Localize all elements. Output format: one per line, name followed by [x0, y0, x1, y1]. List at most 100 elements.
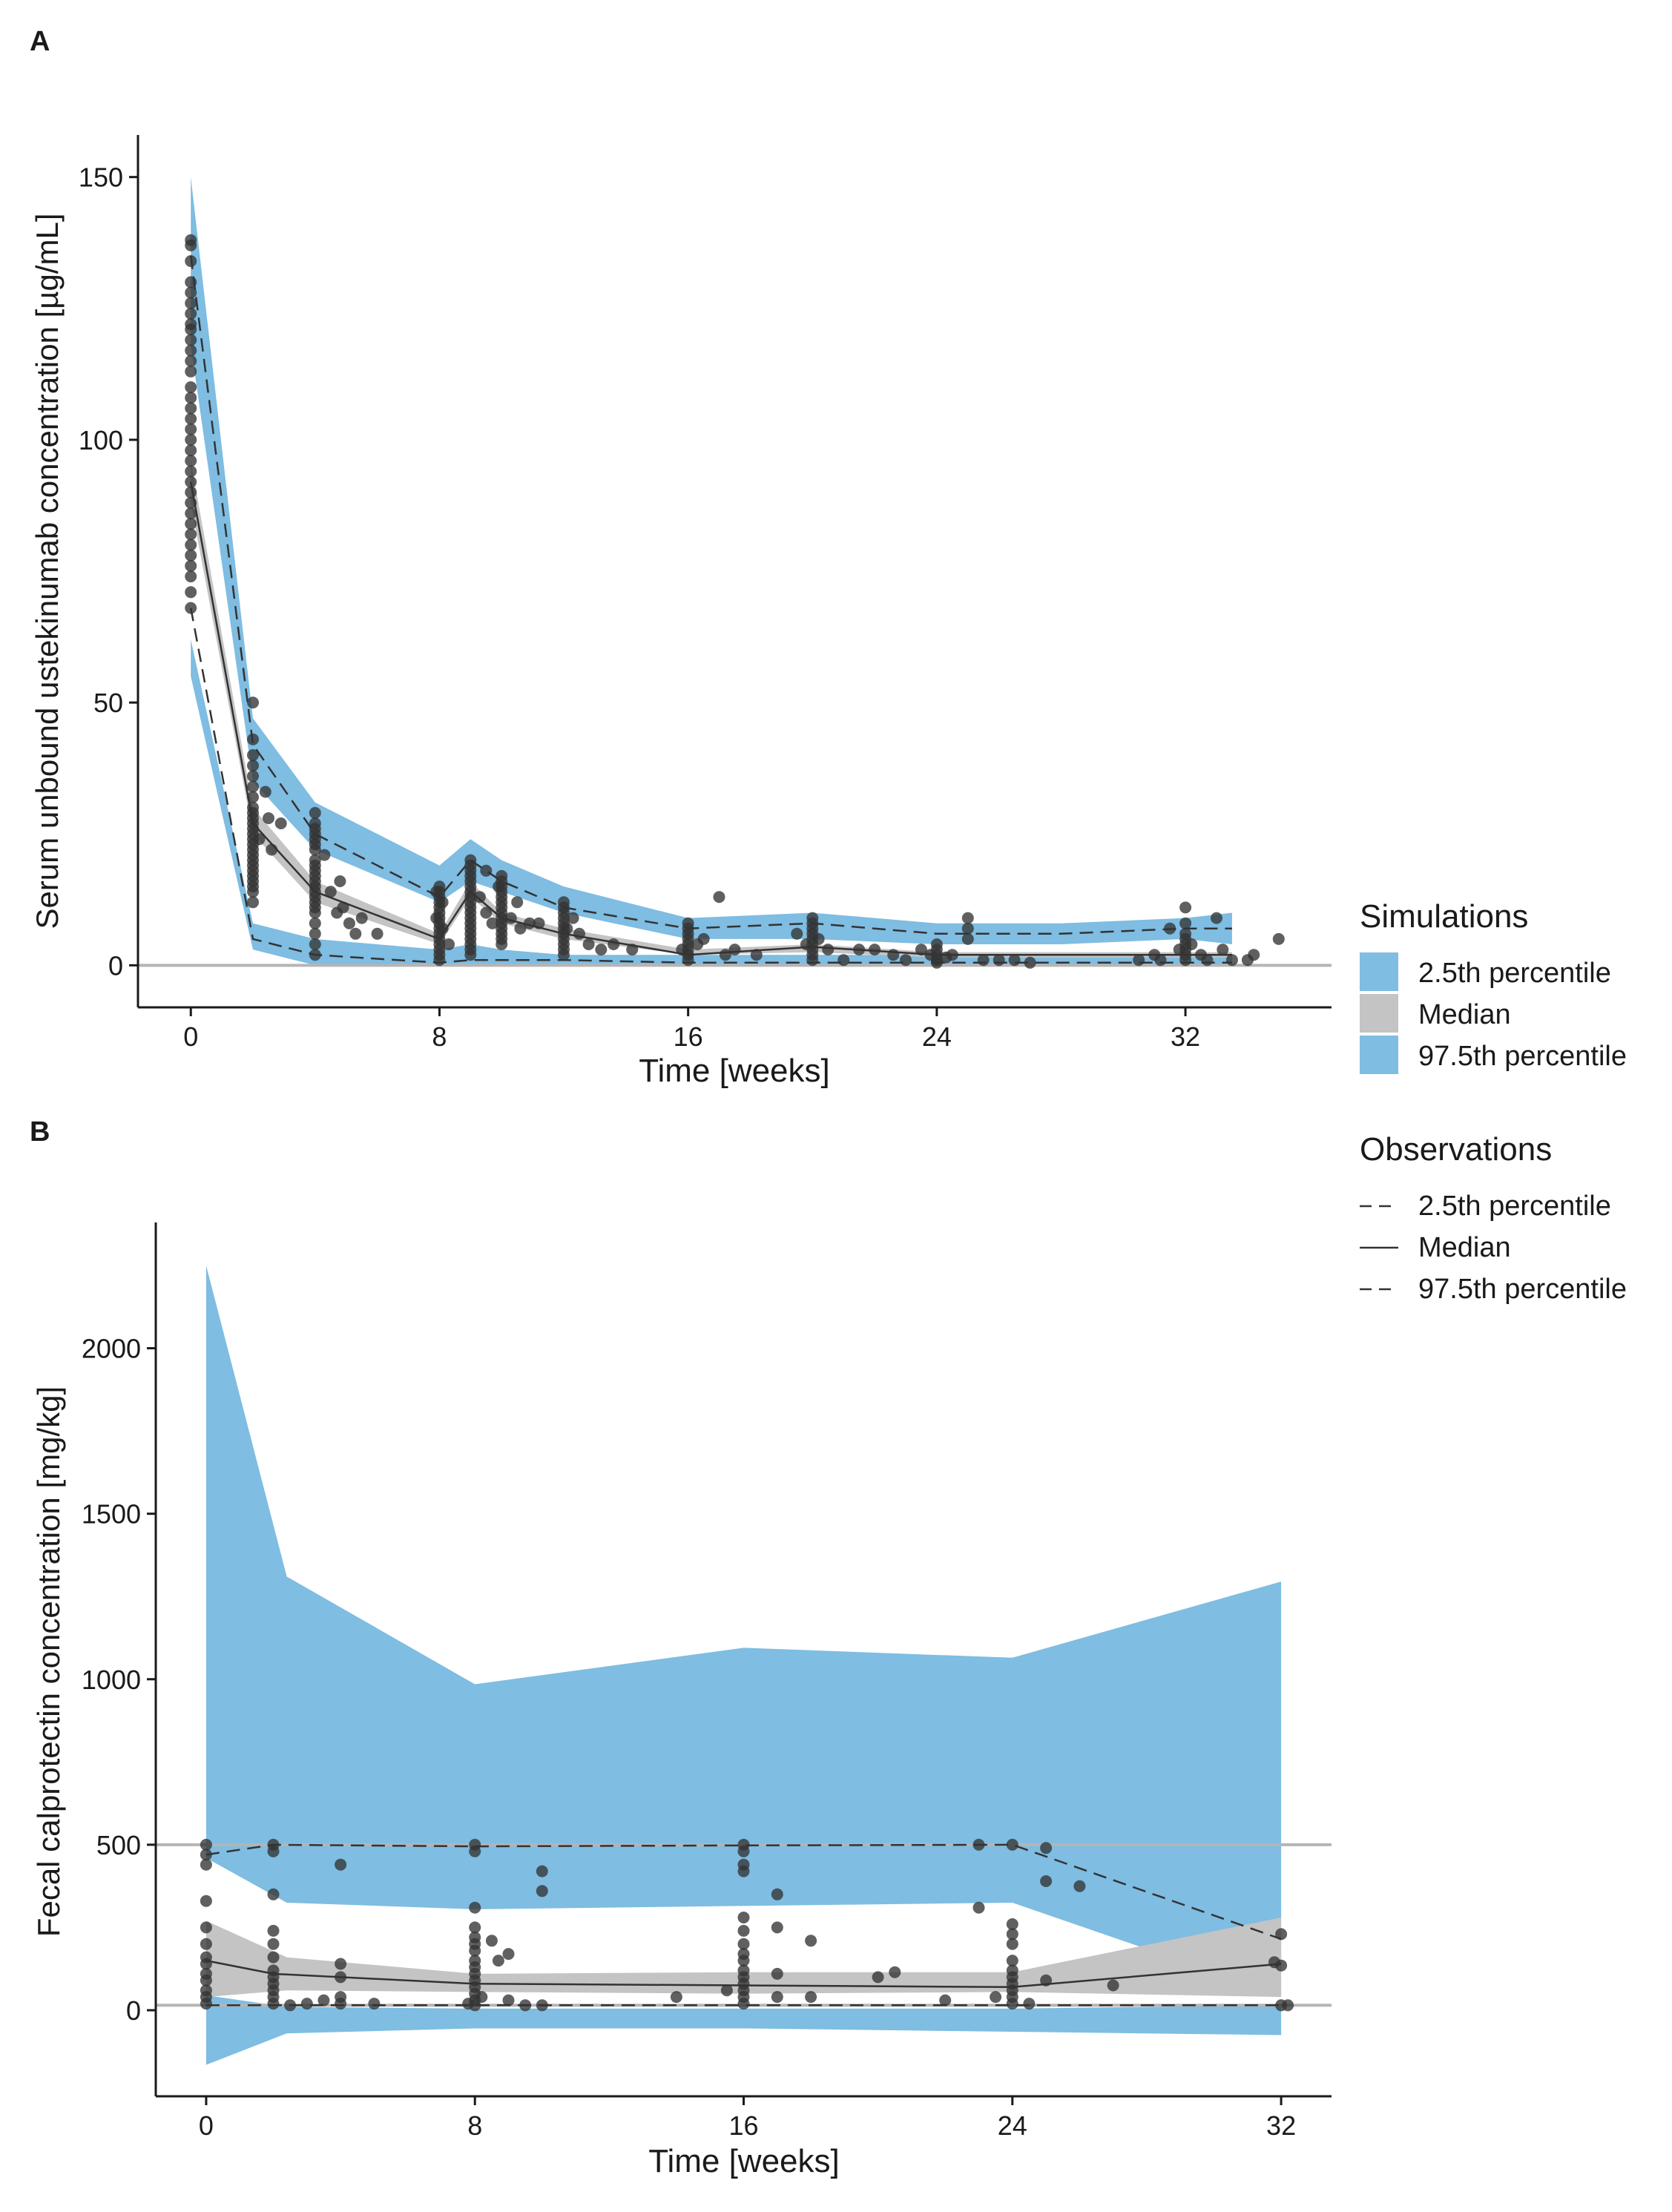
panel-a-obs-point	[473, 891, 486, 903]
panel-b-obs-point	[335, 1958, 347, 1970]
panel-a-obs-point	[713, 891, 725, 903]
panel-b-obs-point	[771, 1991, 783, 2004]
panel-b-obs-point	[737, 1912, 750, 1923]
panel-b-obs-point	[200, 1895, 212, 1907]
panel-b-obs-point	[469, 1921, 481, 1934]
panel-a-obs-point	[185, 355, 197, 367]
panel-b-y-axis-title: Fecal calprotectin concentration [mg/kg]	[31, 1386, 66, 1937]
panel-a-obs-point	[247, 760, 259, 772]
panel-a-obs-point	[900, 954, 912, 967]
panel-a-obs-point	[185, 539, 197, 551]
panel-a-obs-point	[961, 912, 974, 924]
panel-a-x-tick-label: 32	[1171, 1021, 1200, 1052]
panel-b-obs-point	[200, 1998, 212, 2010]
panel-a-ticks: 0 8 16 24 32 0 50 100 150	[79, 162, 1200, 1052]
panel-b-obs-point	[200, 1938, 212, 1950]
panel-b-obs-point	[1006, 1938, 1018, 1950]
panel-b-obs-point	[200, 1858, 212, 1871]
panel-a-sim-p97-5-band	[191, 177, 1232, 945]
panel-a-obs-point	[561, 922, 573, 935]
panel-a: A 0 8 16 24 32 0 50 100 150 Time [weeks] Serum u…	[30, 26, 1332, 1089]
legend-sim-p97-5-swatch	[1360, 1036, 1398, 1074]
panel-b-obs-point	[200, 1921, 212, 1934]
panel-a-y-tick-label: 0	[108, 950, 123, 981]
panel-a-obs-point	[812, 932, 825, 945]
panel-a-obs-point	[185, 297, 197, 309]
panel-a-obs-point	[185, 528, 197, 541]
legend-obs-p97-5-label: 97.5th percentile	[1418, 1274, 1627, 1305]
panel-a-obs-p97-5-line	[189, 255, 1232, 935]
panel-b-obs-point	[670, 1991, 682, 2004]
panel-b-obs-point	[267, 1924, 280, 1937]
panel-b-obs-point	[771, 1921, 783, 1934]
panel-a-obs-point	[309, 806, 321, 819]
panel-a-obs-point	[430, 912, 443, 924]
panel-b-obs-point	[317, 1994, 330, 2007]
panel-b-obs-point	[1073, 1880, 1086, 1892]
panel-a-obs-point	[514, 922, 527, 935]
panel-b-y-tick-label: 2000	[82, 1334, 141, 1364]
panel-a-obs-point	[247, 791, 259, 803]
panel-a-obs-point	[1248, 949, 1260, 961]
panel-b-plot	[156, 1265, 1332, 2065]
panel-a-obs-p2-5-line	[189, 608, 1232, 964]
panel-b-obs-point	[1006, 1955, 1018, 1967]
panel-b-obs-point	[485, 1935, 498, 1947]
panel-b-obs-median-line	[205, 1959, 1282, 1989]
panel-b-obs-point	[737, 1955, 750, 1967]
panel-a-x-tick-label: 8	[432, 1021, 447, 1052]
panel-a-x-axis-title: Time [weeks]	[639, 1053, 830, 1089]
panel-b-y-tick-label: 1500	[82, 1499, 141, 1530]
panel-a-obs-point	[309, 906, 321, 919]
panel-b-y-tick-label: 500	[96, 1830, 141, 1860]
panel-a-obs-point	[558, 949, 570, 961]
legend-sim-median-swatch	[1360, 994, 1398, 1033]
panel-a-obs-median-line	[189, 481, 1232, 956]
panel-a-obs-point	[961, 922, 974, 935]
legend-sim-p97-5-label: 97.5th percentile	[1418, 1041, 1627, 1072]
panel-a-obs-point	[822, 944, 835, 956]
panel-a-obs-point	[464, 949, 477, 961]
panel-a-obs-point	[887, 949, 900, 961]
panel-a-sim-p2-5-band	[191, 639, 1232, 966]
panel-b-obs-point	[368, 1998, 381, 2010]
panel-a-obs-point	[185, 549, 197, 562]
panel-b-obs-point	[805, 1991, 817, 2004]
panel-a-label: A	[30, 26, 50, 57]
panel-a-obs-point	[750, 949, 763, 961]
panel-b-sim-p97-5-band	[205, 1265, 1282, 1995]
panel-b-y-tick-label: 1000	[82, 1665, 141, 1695]
panel-a-obs-point	[1024, 956, 1036, 969]
panel-a-obs-point	[977, 954, 990, 967]
panel-a-obs-point	[1211, 912, 1222, 924]
panel-b-x-tick-label: 24	[998, 2110, 1027, 2141]
panel-a-obs-point	[1008, 954, 1021, 967]
panel-b-obs-point	[475, 1991, 488, 2004]
panel-b-obs-point	[1107, 1979, 1119, 1992]
panel-b-obs-point	[771, 1888, 783, 1900]
panel-a-obs-point	[334, 875, 346, 887]
panel-a-obs-point	[915, 944, 927, 956]
panel-b-obs-point	[990, 1991, 1002, 2004]
panel-b-obs-point	[737, 1998, 750, 2010]
panel-a-obs-point	[993, 954, 1005, 967]
panel-a-obs-point	[697, 932, 710, 945]
panel-a-obs-point	[185, 423, 197, 435]
panel-b-obs-point	[771, 1967, 783, 1980]
panel-b-obs-point	[737, 1865, 750, 1877]
legend-sim-p2-5-swatch	[1360, 952, 1398, 991]
panel-b-obs-point	[492, 1955, 504, 1967]
panel-a-obs-point	[185, 455, 197, 467]
panel-a-obs-point	[309, 917, 321, 929]
panel-a-obs-point	[349, 927, 362, 940]
panel-a-obs-point	[480, 864, 493, 877]
panel-b-obs-point	[1023, 1998, 1036, 2010]
panel-a-obs-point	[185, 586, 197, 599]
legend-sim-p2-5-label: 2.5th percentile	[1418, 958, 1611, 989]
panel-a-obs-point	[608, 938, 620, 950]
panel-a-obs-point	[1201, 954, 1214, 967]
panel-b-ticks: 0 8 16 24 32 0 500 1000 1500 2000	[82, 1334, 1296, 2141]
legend-obs-median-label: Median	[1418, 1232, 1511, 1263]
panel-a-obs-point	[337, 901, 349, 914]
